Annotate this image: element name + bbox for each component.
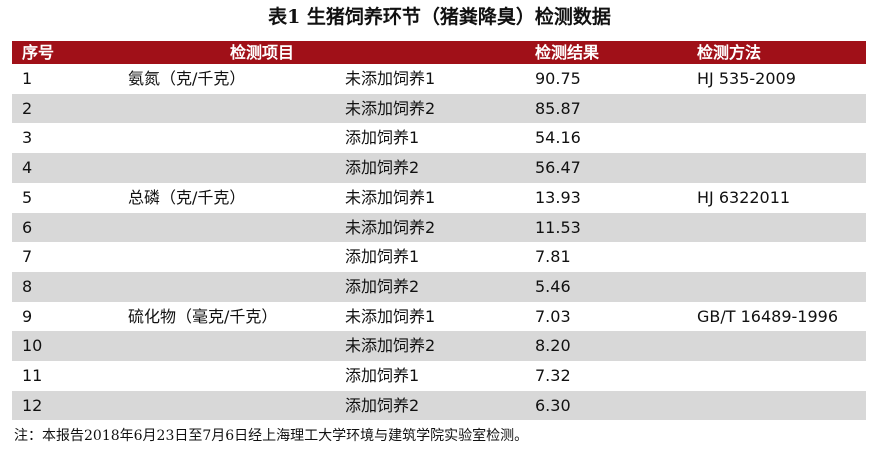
cell-result: 8.20: [535, 336, 571, 356]
table-row: [12, 153, 866, 183]
table-row: [12, 361, 866, 391]
cell-result: 11.53: [535, 217, 581, 237]
cell-group: 未添加饲养2: [345, 98, 436, 118]
cell-result: 6.30: [535, 395, 571, 415]
cell-result: 7.81: [535, 247, 571, 267]
cell-item: 氨氮（克/千克）: [128, 69, 246, 88]
cell-result: 13.93: [535, 187, 581, 207]
column-header: 检测项目: [230, 43, 295, 62]
column-header: 检测结果: [535, 43, 600, 62]
cell-method: GB/T 16489-1996: [697, 306, 839, 326]
cell-result: 5.46: [535, 276, 571, 296]
cell-group: 未添加饲养1: [345, 306, 436, 326]
cell-group: 添加饲养2: [345, 158, 420, 178]
cell-no: 8: [22, 276, 33, 296]
cell-group: 未添加饲养2: [345, 336, 436, 356]
footnote: 注：本报告2018年6月23日至7月6日经上海理工大学环境与建筑学院实验室检测。: [14, 428, 529, 444]
cell-result: 56.47: [535, 158, 581, 178]
cell-group: 添加饲养1: [345, 247, 420, 267]
column-header: 序号: [22, 43, 55, 62]
table-row: [12, 123, 866, 153]
cell-no: 3: [22, 128, 33, 148]
header-row: [12, 41, 866, 64]
cell-group: 未添加饲养1: [345, 69, 436, 88]
cell-no: 5: [22, 187, 33, 207]
cell-result: 54.16: [535, 128, 581, 148]
cell-group: 未添加饲养2: [345, 217, 436, 237]
table-row: [12, 212, 866, 243]
cell-no: 1: [22, 69, 33, 88]
table-row: [12, 331, 866, 361]
cell-method: HJ 6322011: [697, 187, 791, 207]
cell-group: 添加饲养1: [345, 366, 420, 385]
cell-item: 硫化物（毫克/千克）: [128, 306, 278, 326]
cell-group: 添加饲养1: [345, 128, 420, 148]
table-row: [12, 242, 866, 272]
cell-result: 85.87: [535, 98, 581, 118]
cell-item: 总磷（克/千克）: [128, 187, 246, 207]
table-row: [12, 390, 866, 421]
cell-no: 6: [22, 217, 33, 237]
table-row: [12, 271, 866, 302]
cell-no: 11: [22, 366, 43, 385]
column-header: 检测方法: [697, 43, 762, 62]
table-row: [12, 93, 866, 124]
cell-no: 12: [22, 395, 43, 415]
cell-no: 7: [22, 247, 33, 267]
table-title: 表1 生猪饲养环节（猪粪降臭）检测数据: [268, 6, 611, 28]
cell-method: HJ 535-2009: [697, 69, 796, 88]
cell-no: 2: [22, 98, 33, 118]
cell-group: 添加饲养2: [345, 395, 420, 415]
cell-group: 未添加饲养1: [345, 187, 436, 207]
cell-group: 添加饲养2: [345, 276, 420, 296]
cell-result: 7.32: [535, 366, 571, 385]
cell-result: 90.75: [535, 69, 581, 88]
cell-no: 9: [22, 306, 33, 326]
cell-no: 4: [22, 158, 33, 178]
cell-no: 10: [22, 336, 43, 356]
cell-result: 7.03: [535, 306, 571, 326]
